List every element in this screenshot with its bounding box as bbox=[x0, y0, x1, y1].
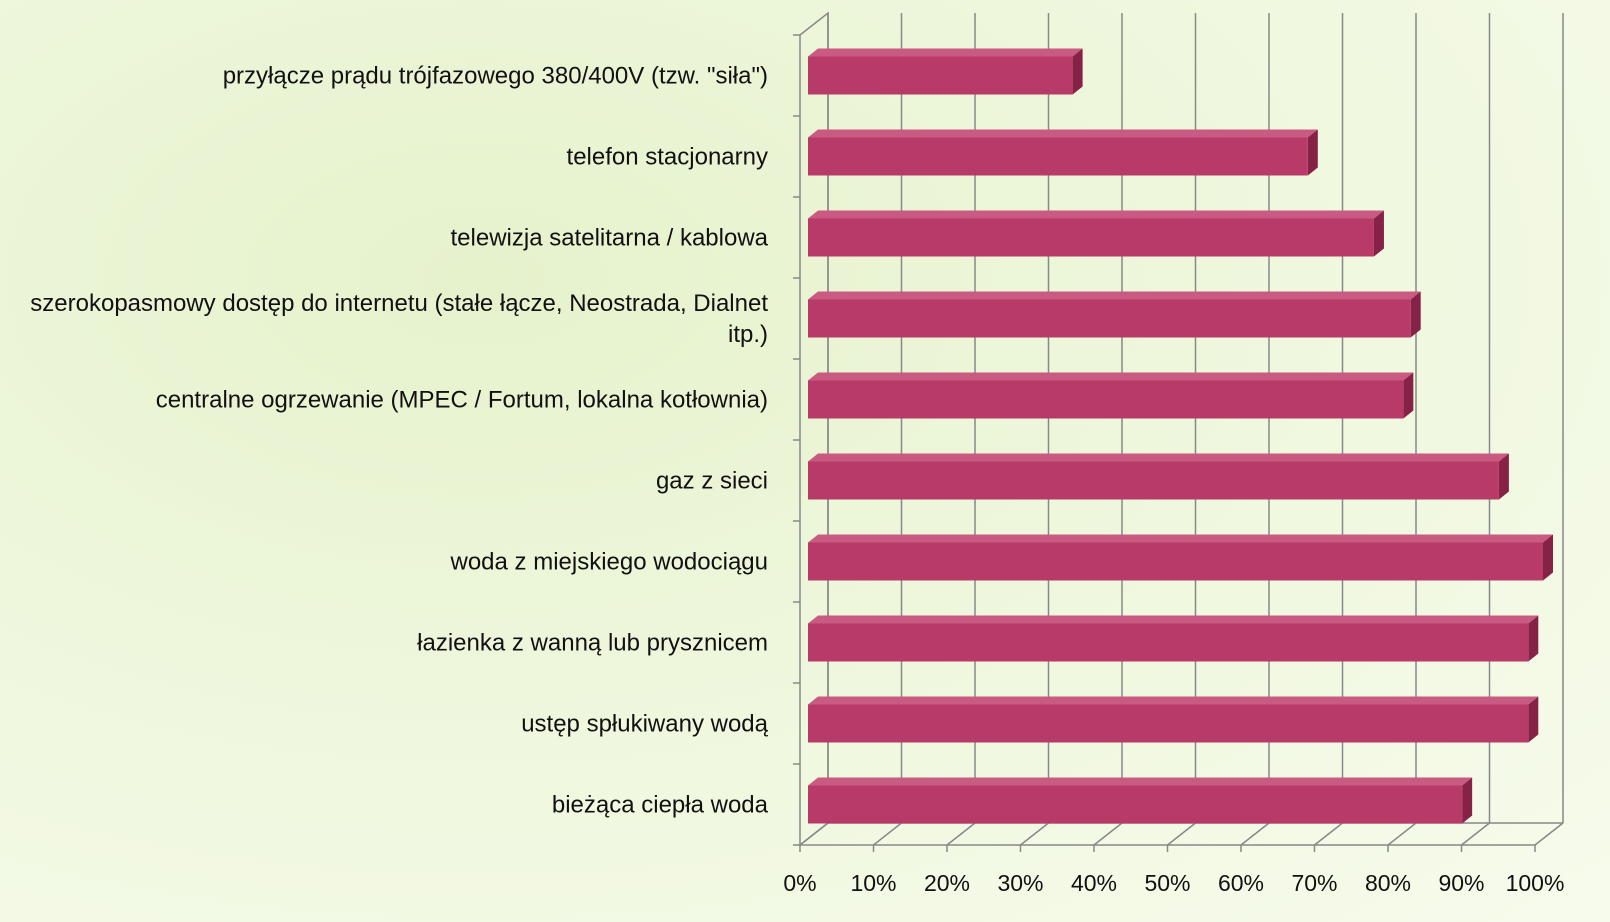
bar bbox=[808, 291, 1421, 338]
bar-side bbox=[1498, 453, 1509, 500]
bar-top bbox=[808, 696, 1539, 705]
x-tick-label: 40% bbox=[1071, 870, 1117, 896]
category-label: gaz z sieci bbox=[655, 467, 768, 494]
bar-top bbox=[808, 129, 1318, 138]
category-label: łazienka z wanną lub prysznicem bbox=[417, 629, 768, 656]
bar-front bbox=[808, 137, 1308, 176]
x-tick-label: 0% bbox=[783, 870, 816, 896]
bar-side bbox=[1528, 615, 1539, 662]
bar bbox=[808, 48, 1083, 95]
x-tick-label: 60% bbox=[1218, 870, 1264, 896]
x-tick-label: 100% bbox=[1506, 870, 1565, 896]
category-label: ustęp spłukiwany wodą bbox=[521, 710, 768, 737]
x-tick-label: 90% bbox=[1438, 870, 1484, 896]
x-tick-label: 10% bbox=[850, 870, 896, 896]
category-label: centralne ogrzewanie (MPEC / Fortum, lok… bbox=[155, 386, 768, 413]
category-label: woda z miejskiego wodociągu bbox=[450, 548, 768, 575]
category-label: telefon stacjonarny bbox=[566, 143, 768, 170]
floor-grid-line bbox=[1240, 822, 1270, 846]
bar-front bbox=[808, 56, 1073, 95]
bar-side bbox=[1410, 291, 1421, 338]
bar bbox=[808, 453, 1509, 500]
bar bbox=[808, 696, 1539, 743]
bar-front bbox=[808, 704, 1529, 743]
bar-side bbox=[1543, 534, 1553, 581]
floor-grid-line bbox=[1387, 822, 1417, 846]
floor-grid-line bbox=[873, 822, 902, 846]
bar-top bbox=[808, 291, 1421, 300]
bar-front bbox=[808, 299, 1411, 338]
bar-top bbox=[808, 534, 1553, 543]
x-tick-label: 80% bbox=[1365, 870, 1411, 896]
bar bbox=[808, 615, 1539, 662]
bar-top bbox=[808, 210, 1384, 219]
bar-top bbox=[808, 777, 1473, 786]
category-label: przyłącze prądu trójfazowego 380/400V (t… bbox=[222, 62, 768, 89]
bar-front bbox=[808, 380, 1404, 419]
bar-front bbox=[808, 461, 1499, 500]
bar-front bbox=[808, 785, 1463, 824]
bar-side bbox=[1462, 777, 1473, 824]
floor-grid-line bbox=[1093, 822, 1123, 846]
bar-side bbox=[1307, 129, 1318, 176]
bar-front bbox=[808, 623, 1529, 662]
bar-side bbox=[1072, 48, 1083, 95]
bar-front bbox=[808, 218, 1374, 257]
x-tick-label: 30% bbox=[997, 870, 1043, 896]
x-tick-label: 70% bbox=[1291, 870, 1337, 896]
category-label: szerokopasmowy dostęp do internetu (stał… bbox=[30, 289, 768, 348]
x-tick-label: 20% bbox=[924, 870, 970, 896]
bar-front bbox=[808, 542, 1543, 581]
floor-grid-line bbox=[946, 822, 976, 846]
bar-top bbox=[808, 48, 1083, 57]
bar bbox=[808, 210, 1384, 257]
floor-grid-line bbox=[799, 822, 829, 846]
bar-side bbox=[1373, 210, 1384, 257]
bar bbox=[808, 129, 1318, 176]
bar-side bbox=[1403, 372, 1414, 419]
floor-grid-line bbox=[1314, 822, 1343, 846]
floor-grid-line bbox=[1020, 822, 1049, 846]
category-label: telewizja satelitarna / kablowa bbox=[450, 224, 769, 251]
bar bbox=[808, 777, 1473, 824]
bar bbox=[808, 534, 1553, 581]
floor-grid-line bbox=[1534, 822, 1564, 846]
bar-top bbox=[808, 372, 1414, 381]
bar bbox=[808, 372, 1414, 419]
floor-grid-line bbox=[1461, 822, 1490, 846]
x-tick-label: 50% bbox=[1144, 870, 1190, 896]
bar-side bbox=[1528, 696, 1539, 743]
bar-top bbox=[808, 453, 1509, 462]
bar-top bbox=[808, 615, 1539, 624]
floor-grid-line bbox=[1167, 822, 1196, 846]
category-label: bieżąca ciepła woda bbox=[551, 791, 768, 818]
